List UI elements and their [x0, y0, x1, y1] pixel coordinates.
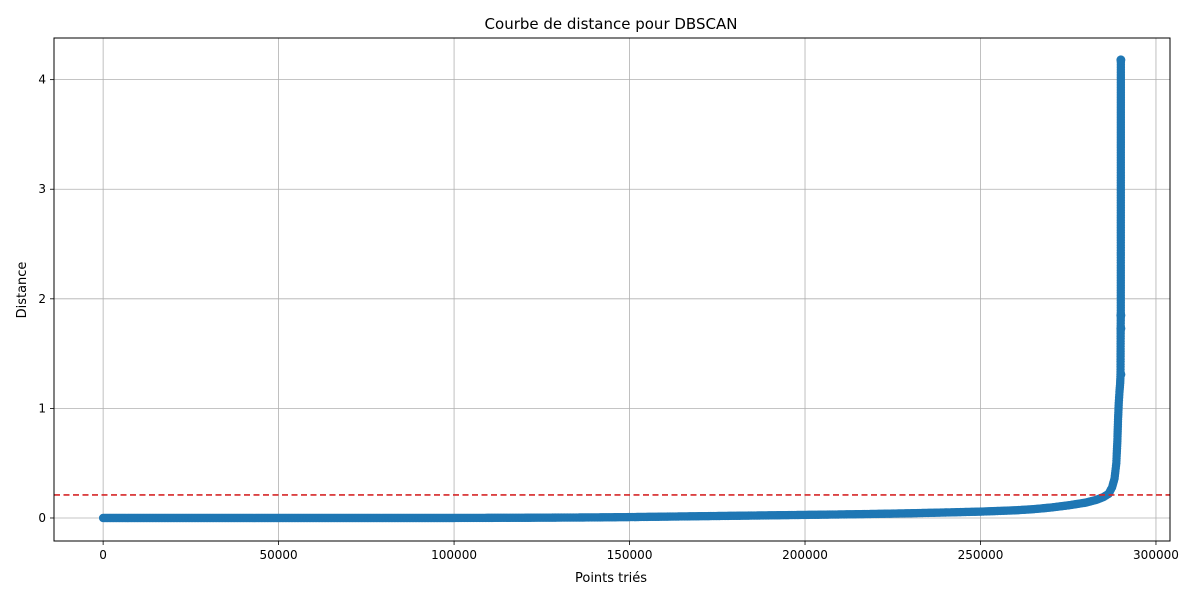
series-layer [98, 55, 1126, 523]
x-tick-label: 100000 [431, 548, 477, 562]
series-point [1116, 310, 1126, 320]
series-point [1116, 55, 1126, 65]
y-tick-label: 1 [38, 401, 46, 415]
x-tick-label: 50000 [260, 548, 298, 562]
chart-title: Courbe de distance pour DBSCAN [485, 15, 738, 33]
series-point [1116, 369, 1126, 379]
plot-frame [53, 37, 1171, 542]
x-tick-label: 0 [99, 548, 107, 562]
x-axis-label: Points triés [575, 571, 647, 586]
x-tick-label: 200000 [782, 548, 828, 562]
x-tick-label: 300000 [1133, 548, 1179, 562]
y-tick-label: 4 [38, 73, 46, 87]
x-tick-label: 150000 [607, 548, 653, 562]
y-tick-label: 2 [38, 292, 46, 306]
ticks-layer: 0 50000 100000 150000 200000 250000 300000 0 1 2 3… [38, 73, 1179, 562]
y-axis-label: Distance [15, 262, 30, 319]
x-tick-label: 250000 [958, 548, 1004, 562]
series-point [1116, 323, 1126, 333]
y-tick-label: 3 [38, 182, 46, 196]
y-tick-label: 0 [38, 511, 46, 525]
